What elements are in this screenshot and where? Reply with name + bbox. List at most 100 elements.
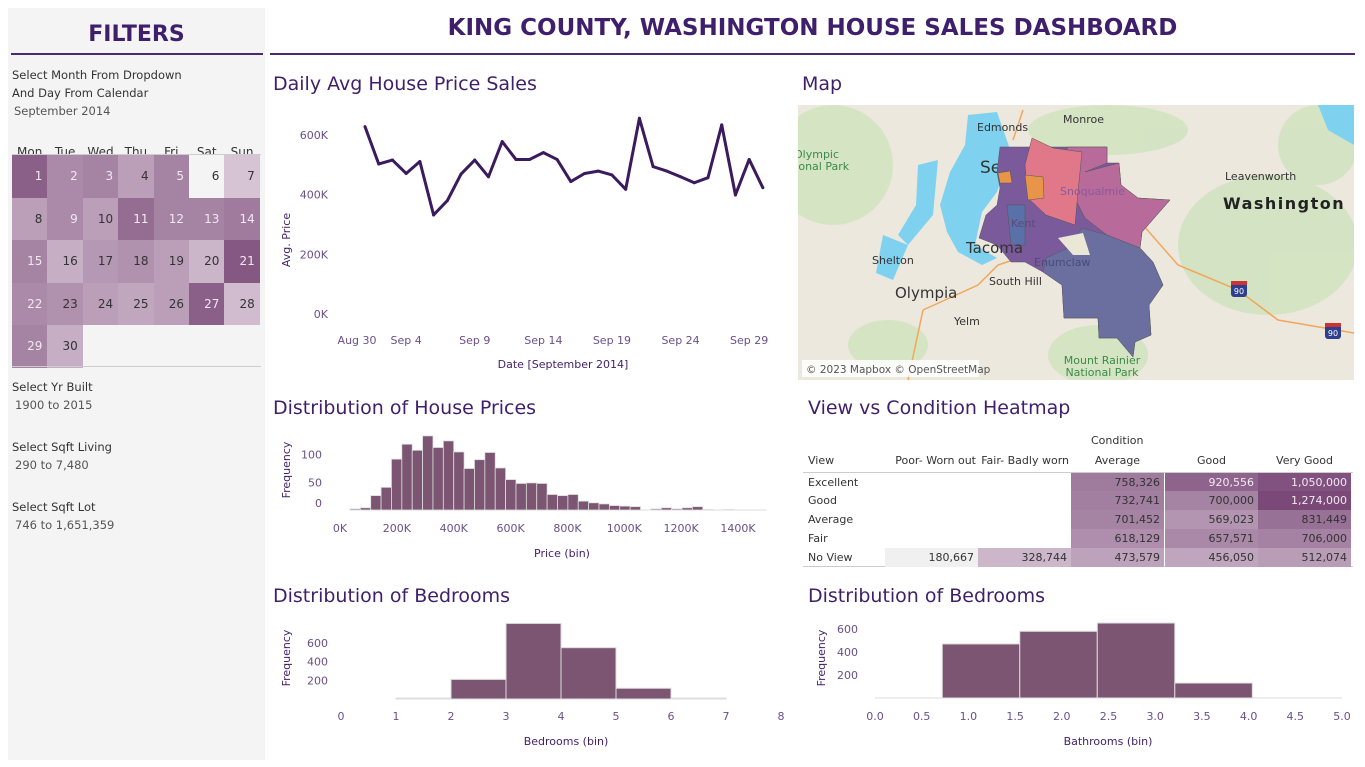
data-point[interactable] — [583, 171, 587, 175]
calendar-day[interactable]: 5 — [153, 155, 189, 198]
histogram-bar[interactable] — [442, 440, 455, 511]
data-point[interactable] — [569, 180, 573, 184]
heatmap-cell[interactable]: 700,000 — [1165, 491, 1258, 510]
histogram-bar[interactable] — [536, 483, 548, 511]
calendar-day[interactable]: 29 — [12, 325, 48, 368]
data-point[interactable] — [528, 157, 532, 161]
calendar-day[interactable]: 16 — [47, 240, 83, 283]
heatmap-cell[interactable]: 831,449 — [1258, 510, 1351, 529]
calendar-day[interactable]: 8 — [12, 197, 48, 241]
calendar-day[interactable]: 30 — [47, 325, 83, 368]
calendar-day[interactable]: 1 — [12, 155, 48, 198]
calendar-day[interactable]: 11 — [118, 197, 154, 241]
data-point[interactable] — [665, 169, 669, 173]
heatmap-cell[interactable]: 456,050 — [1165, 548, 1258, 567]
data-point[interactable] — [624, 187, 628, 191]
calendar-day[interactable]: 28 — [224, 282, 260, 326]
histogram-bar[interactable] — [598, 503, 610, 511]
histogram-bar[interactable] — [619, 505, 631, 511]
heatmap-cell[interactable]: 920,556 — [1165, 473, 1258, 492]
calendar-day[interactable]: 20 — [189, 240, 225, 283]
data-point[interactable] — [706, 176, 710, 180]
heatmap-cell[interactable]: 569,023 — [1165, 510, 1258, 529]
calendar-day[interactable]: 18 — [118, 240, 154, 283]
data-point[interactable] — [651, 165, 655, 169]
data-point[interactable] — [459, 172, 463, 176]
map-region[interactable] — [1006, 204, 1026, 246]
calendar-day[interactable]: 21 — [224, 240, 260, 283]
histogram-bar[interactable] — [432, 447, 444, 511]
heatmap-cell[interactable]: 328,744 — [978, 548, 1071, 567]
data-point[interactable] — [596, 169, 600, 173]
histogram-bar[interactable] — [395, 697, 452, 700]
heatmap-cell[interactable]: 1,274,000 — [1258, 491, 1351, 510]
data-point[interactable] — [486, 175, 490, 179]
map-region[interactable] — [1042, 227, 1164, 358]
calendar-day[interactable]: 24 — [82, 282, 119, 326]
heatmap-cell[interactable]: 473,579 — [1071, 548, 1164, 567]
histogram-bar[interactable] — [505, 622, 562, 700]
calendar-day[interactable]: 22 — [12, 282, 48, 326]
calendar-day[interactable]: 14 — [224, 197, 260, 241]
data-point[interactable] — [692, 181, 696, 185]
histogram-bar[interactable] — [370, 495, 382, 511]
data-point[interactable] — [514, 157, 518, 161]
calendar-day[interactable]: 13 — [189, 197, 225, 241]
month-dropdown[interactable]: September 2014 — [14, 104, 111, 118]
data-point[interactable] — [445, 199, 449, 203]
heatmap-cell[interactable]: 512,074 — [1258, 548, 1351, 567]
histogram-bar[interactable] — [474, 459, 486, 511]
histogram-bar[interactable] — [349, 508, 361, 511]
histogram-bar[interactable] — [450, 678, 507, 700]
data-point[interactable] — [377, 162, 381, 166]
histogram-bar[interactable] — [660, 507, 673, 511]
histogram-bar[interactable] — [608, 505, 621, 511]
calendar-day[interactable]: 9 — [47, 197, 83, 241]
map-region[interactable] — [1024, 174, 1045, 201]
calendar-day[interactable]: 7 — [224, 155, 260, 198]
heatmap-cell[interactable]: 1,050,000 — [1258, 473, 1351, 492]
histogram-bar[interactable] — [629, 506, 641, 511]
histogram-bar[interactable] — [484, 452, 496, 511]
histogram-bar[interactable] — [515, 483, 527, 511]
histogram-bar[interactable] — [650, 508, 662, 511]
histogram-bar[interactable] — [525, 482, 538, 511]
histogram-bar[interactable] — [453, 451, 465, 511]
histogram-bar[interactable] — [359, 507, 372, 511]
price-line[interactable] — [363, 116, 765, 217]
histogram-bar[interactable] — [401, 443, 413, 511]
filter-sqft-living-value[interactable]: 290 to 7,480 — [15, 458, 89, 472]
bathrooms-histogram[interactable]: 200 400 600 0.0 0.5 1.0 1.5 2.0 2.5 3.0 3.5 4.0 4.5 5… — [800, 610, 1355, 750]
histogram-bar[interactable] — [422, 435, 434, 511]
map-attribution[interactable]: © 2023 Mapbox © OpenStreetMap — [806, 364, 991, 376]
daily-price-line-chart[interactable]: 0K 200K 400K 600K Aug 30 Sep 4 Sep 9 Sep 14 Sep … — [270, 110, 780, 380]
calendar-day[interactable]: 19 — [153, 240, 189, 283]
histogram-bar[interactable] — [1096, 622, 1176, 699]
map-region[interactable] — [997, 170, 1013, 184]
calendar-day[interactable]: 15 — [12, 240, 48, 283]
histogram-bar[interactable] — [615, 687, 672, 700]
data-point[interactable] — [432, 213, 436, 217]
calendar-day[interactable]: 10 — [82, 197, 119, 241]
histogram-bar[interactable] — [546, 494, 558, 511]
data-point[interactable] — [637, 116, 641, 120]
data-point[interactable] — [404, 171, 408, 175]
histogram-bar[interactable] — [391, 458, 403, 511]
histogram-bar[interactable] — [577, 500, 590, 511]
histogram-bar[interactable] — [505, 479, 517, 511]
calendar-day[interactable]: 6 — [189, 155, 225, 198]
histogram-bar[interactable] — [494, 467, 507, 511]
calendar-day[interactable]: 12 — [153, 197, 189, 241]
calendar-day[interactable]: 4 — [118, 155, 154, 198]
data-point[interactable] — [541, 151, 545, 155]
histogram-bar[interactable] — [463, 468, 475, 511]
data-point[interactable] — [747, 157, 751, 161]
calendar-day[interactable]: 25 — [118, 282, 154, 326]
histogram-bar[interactable] — [681, 507, 693, 511]
histogram-bar[interactable] — [588, 502, 600, 511]
data-point[interactable] — [418, 160, 422, 164]
heatmap-cell[interactable]: 758,326 — [1071, 473, 1164, 492]
histogram-bar[interactable] — [557, 495, 569, 511]
heatmap-cell[interactable]: 706,000 — [1258, 529, 1351, 548]
heatmap-cell[interactable]: 732,741 — [1071, 491, 1164, 510]
